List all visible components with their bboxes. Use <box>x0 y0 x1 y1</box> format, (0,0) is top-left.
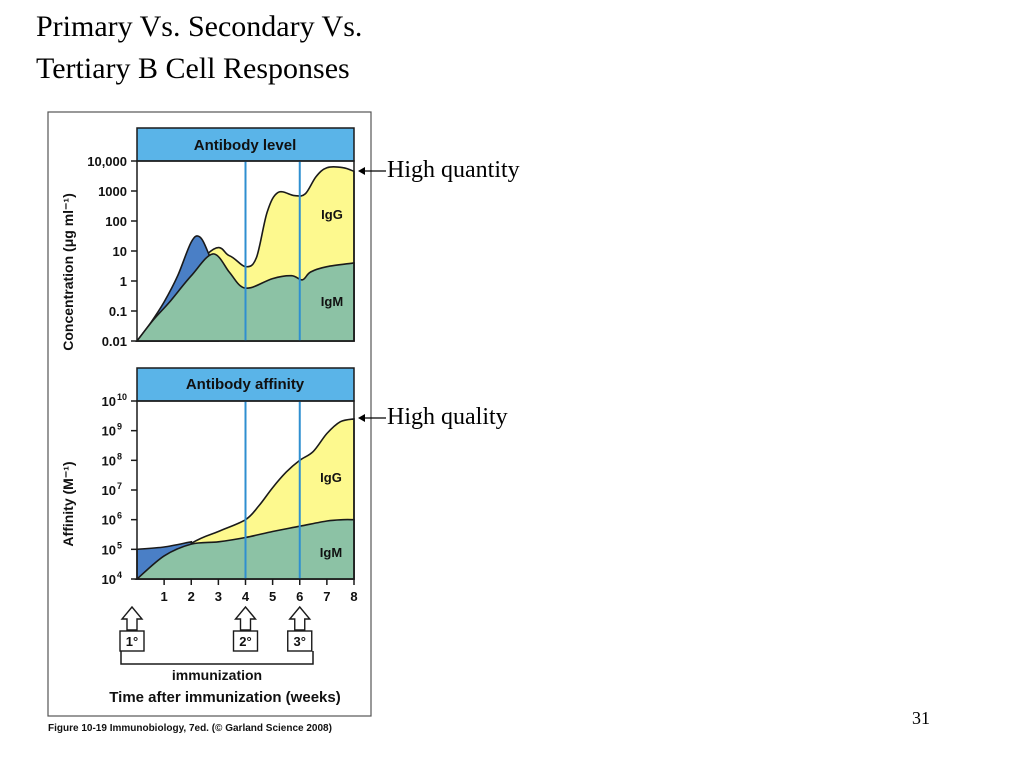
immunization-label: immunization <box>172 667 262 683</box>
marker-box <box>119 630 145 652</box>
panel-antibody-level: Antibody level 10,000 1000 100 10 1 0.1 0.01 I… <box>60 127 355 351</box>
marker-label: 1° <box>126 634 138 649</box>
figure-caption: Figure 10-19 Immunobiology, 7ed. (© Garl… <box>48 723 332 734</box>
y-tick-label: 0.1 <box>109 304 127 319</box>
panel1-title: Antibody level <box>194 137 297 154</box>
y-tick-label: 10 <box>102 542 116 557</box>
y-tick-exponent: 10 <box>117 392 127 402</box>
y-tick-label: 100 <box>105 214 127 229</box>
marker-arrow <box>234 605 257 631</box>
y-tick-label: 1000 <box>98 184 127 199</box>
panel2-igm-label: IgM <box>320 545 342 560</box>
y-tick-label: 10 <box>102 513 116 528</box>
y-tick-label: 10 <box>102 453 116 468</box>
y-tick-exponent: 6 <box>117 511 122 521</box>
panel2-title: Antibody affinity <box>186 376 305 393</box>
slide-title: Primary Vs. Secondary Vs. Tertiary B Cel… <box>36 6 362 90</box>
panel2-header <box>136 367 355 402</box>
x-tick-label: 3 <box>215 589 222 604</box>
slide-number: 31 <box>912 708 930 728</box>
y-tick-exponent: 7 <box>117 481 122 491</box>
x-tick-label: 6 <box>296 589 303 604</box>
x-tick-label: 5 <box>269 589 276 604</box>
immunization-marker: 1° <box>119 605 145 652</box>
y-tick-label: 10 <box>102 572 116 587</box>
marker-arrow <box>288 605 312 631</box>
marker-box <box>232 630 259 652</box>
y-tick-label: 1 <box>120 274 127 289</box>
panel2-igg-label: IgG <box>320 470 342 485</box>
immunization-marker: 3° <box>287 605 313 652</box>
annotation-high-quantity: High quantity <box>387 157 520 183</box>
x-tick-label: 4 <box>242 589 250 604</box>
arrowhead-high-quality <box>358 414 365 422</box>
slide-title-line-1: Primary Vs. Secondary Vs. <box>36 10 363 43</box>
arrowhead-high-quantity <box>358 167 365 175</box>
marker-box <box>287 630 313 652</box>
slide-title-line-2: Tertiary B Cell Responses <box>36 52 350 85</box>
y-tick-label: 10 <box>102 394 116 409</box>
y-tick-label: 10,000 <box>87 154 127 169</box>
y-tick-exponent: 8 <box>117 451 122 461</box>
marker-label: 2° <box>239 634 251 649</box>
x-tick-label: 8 <box>350 589 357 604</box>
panel2-ylabel: Affinity (M⁻¹) <box>60 461 76 546</box>
y-tick-exponent: 5 <box>117 540 122 550</box>
marker-arrow <box>120 605 144 631</box>
y-tick-label: 10 <box>113 244 127 259</box>
panel1-ylabel: Concentration (μg ml⁻¹) <box>60 193 76 351</box>
x-axis-label: Time after immunization (weeks) <box>109 689 340 706</box>
x-tick-label: 2 <box>188 589 195 604</box>
y-tick-label: 10 <box>102 424 116 439</box>
annotation-high-quality: High quality <box>387 404 508 430</box>
y-tick-exponent: 4 <box>117 570 122 580</box>
y-tick-label: 10 <box>102 483 116 498</box>
marker-label: 3° <box>294 634 306 649</box>
immunization-marker: 2° <box>232 605 259 652</box>
y-tick-label: 0.01 <box>102 334 127 349</box>
y-tick-exponent: 9 <box>117 422 122 432</box>
x-tick-label: 1 <box>161 589 168 604</box>
x-tick-label: 7 <box>323 589 330 604</box>
immunization-bracket <box>120 651 314 665</box>
panel1-header <box>136 127 355 162</box>
panel1-igg-label: IgG <box>321 207 343 222</box>
panel1-igm-label: IgM <box>321 294 343 309</box>
